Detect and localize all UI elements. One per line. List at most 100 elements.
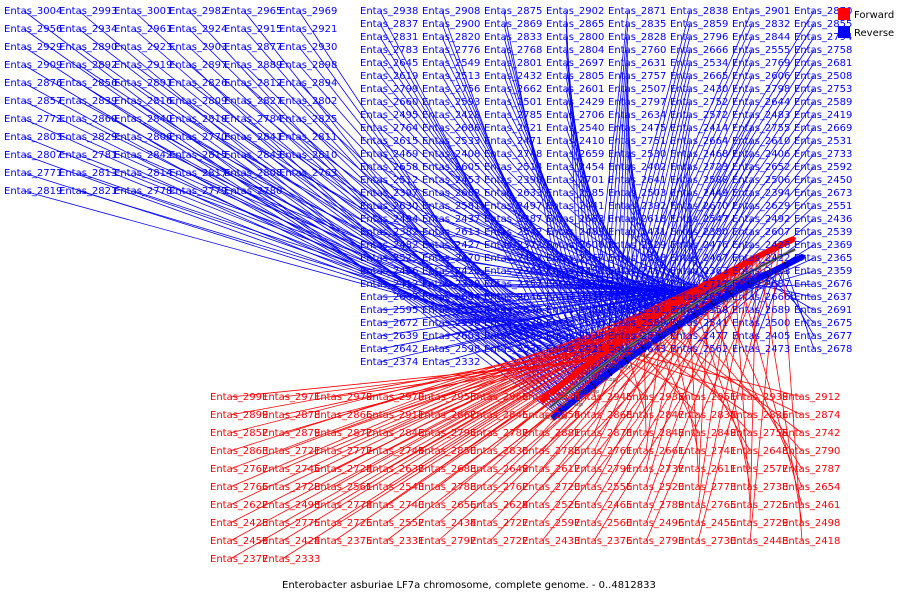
- gene-label: Entas_2891: [114, 78, 172, 89]
- gene-label: Entas_2982: [169, 6, 227, 17]
- gene-label: Entas_2441: [546, 201, 604, 212]
- label-connector: [133, 100, 598, 385]
- gene-label: Entas_2677: [794, 331, 852, 342]
- gene-label: Entas_2459: [210, 536, 268, 547]
- scale-tick-label: 2650 kbp: [730, 289, 754, 295]
- gene-label: Entas_2476: [670, 240, 728, 251]
- gene-label: Entas_2856: [59, 78, 117, 89]
- gene-label: Entas_2402: [608, 162, 666, 173]
- gene-label: Entas_2784: [224, 114, 282, 125]
- gene-label: Entas_2819: [4, 186, 62, 197]
- gene-label: Entas_2795: [418, 428, 476, 439]
- gene-label: Entas_2843: [224, 150, 282, 161]
- gene-label: Entas_2624: [470, 500, 528, 511]
- gene-label: Entas_2664: [670, 136, 728, 147]
- gene-label: Entas_2639: [360, 331, 418, 342]
- gene-label: Entas_2589: [794, 97, 852, 108]
- label-connector: [668, 305, 751, 452]
- gene-label: Entas_2919: [114, 60, 172, 71]
- gene-label: Entas_2797: [608, 97, 666, 108]
- label-connector: [441, 36, 597, 387]
- gene-label: Entas_2768: [484, 45, 542, 56]
- gene-label: Entas_2722: [470, 536, 528, 547]
- gene-label: Entas_2646: [484, 292, 542, 303]
- gene-label: Entas_2873: [574, 428, 632, 439]
- gene-label: Entas_2598: [422, 344, 480, 355]
- gene-label: Entas_2911: [366, 410, 424, 421]
- scale-tick-label: 3200 kbp: [544, 415, 568, 421]
- gene-label: Entas_2770: [169, 132, 227, 143]
- gene-label: Entas_2666b: [732, 292, 797, 303]
- gene-label: Entas_2496: [626, 518, 684, 529]
- scale-tick: [728, 290, 734, 298]
- gene-label: Entas_2951: [678, 392, 736, 403]
- gene-label: Entas_2661: [626, 446, 684, 457]
- gene-label: Entas_2513: [422, 71, 480, 82]
- gene-label: Entas_2876: [4, 78, 62, 89]
- scale-tick-label: 3150 kbp: [560, 402, 584, 408]
- gene-label: Entas_2503: [608, 188, 666, 199]
- gene-label: Entas_2497: [484, 201, 542, 212]
- gene-label: Entas_2436: [794, 214, 852, 225]
- scale-tick-label: 3050 kbp: [592, 377, 616, 383]
- gene-label: Entas_2726: [314, 518, 372, 529]
- label-connector: [583, 10, 629, 395]
- gene-label: Entas_2689: [732, 305, 790, 316]
- gene-label: Entas_2622: [210, 500, 268, 511]
- gene-label: Entas_2870: [794, 6, 852, 17]
- gene-label: Entas_2529: [608, 240, 666, 251]
- label-connector: [281, 275, 718, 506]
- label-connector: [23, 100, 596, 387]
- gene-label: Entas_2498: [782, 518, 840, 529]
- label-connector: [298, 100, 602, 382]
- label-connector: [645, 256, 753, 524]
- gene-label: Entas_2634: [608, 110, 666, 121]
- label-connector: [441, 10, 582, 398]
- gene-label: Entas_2687: [732, 279, 790, 290]
- gene-label: Entas_2660: [360, 97, 418, 108]
- gene-label: Entas_2778: [114, 186, 172, 197]
- gene-label: Entas_2512: [360, 175, 418, 186]
- gene-label: Entas_2757: [608, 71, 666, 82]
- label-connector: [735, 265, 803, 506]
- gene-label: Entas_2475: [608, 123, 666, 134]
- gene-label: Entas_2551: [794, 201, 852, 212]
- gene-label: Entas_2866: [314, 410, 372, 421]
- label-connector: [590, 23, 629, 390]
- label-connector: [379, 127, 647, 350]
- gene-label: Entas_2764: [360, 123, 418, 134]
- gene-label: Entas_2508: [794, 71, 852, 82]
- gene-label: Entas_2607: [732, 227, 790, 238]
- label-connector: [697, 267, 733, 506]
- label-connector: [697, 244, 778, 542]
- gene-label: Entas_2518: [608, 253, 666, 264]
- label-connector: [23, 154, 618, 370]
- gene-label: Entas_2636: [484, 305, 542, 316]
- gene-label: Entas_2875: [484, 6, 542, 17]
- gene-label: Entas_2934: [59, 24, 117, 35]
- gene-label: Entas_2813: [59, 168, 117, 179]
- label-connector: [243, 154, 624, 366]
- gene-label: Entas_2408: [422, 149, 480, 160]
- gene-label: Entas_2829: [59, 132, 117, 143]
- gene-label: Entas_2804: [546, 45, 604, 56]
- label-connector: [379, 114, 639, 355]
- label-connector: [229, 252, 761, 542]
- label-connector: [298, 136, 617, 371]
- gene-label: Entas_2621: [484, 123, 542, 134]
- gene-label: Entas_2966: [470, 392, 528, 403]
- gene-label: Entas_2762: [470, 482, 528, 493]
- gene-label: Entas_2759: [730, 428, 788, 439]
- gene-label: Entas_2737: [626, 464, 684, 475]
- label-connector: [503, 62, 612, 375]
- gene-label: Entas_2802: [279, 96, 337, 107]
- gene-label: Entas_2588: [670, 175, 728, 186]
- gene-label: Entas_2807: [4, 150, 62, 161]
- label-connector: [627, 153, 666, 337]
- gene-label: Entas_2756: [422, 84, 480, 95]
- gene-label: Entas_2619: [360, 71, 418, 82]
- label-connector: [780, 242, 803, 542]
- gene-label: Entas_2514: [484, 162, 542, 173]
- gene-label: Entas_2434: [418, 518, 476, 529]
